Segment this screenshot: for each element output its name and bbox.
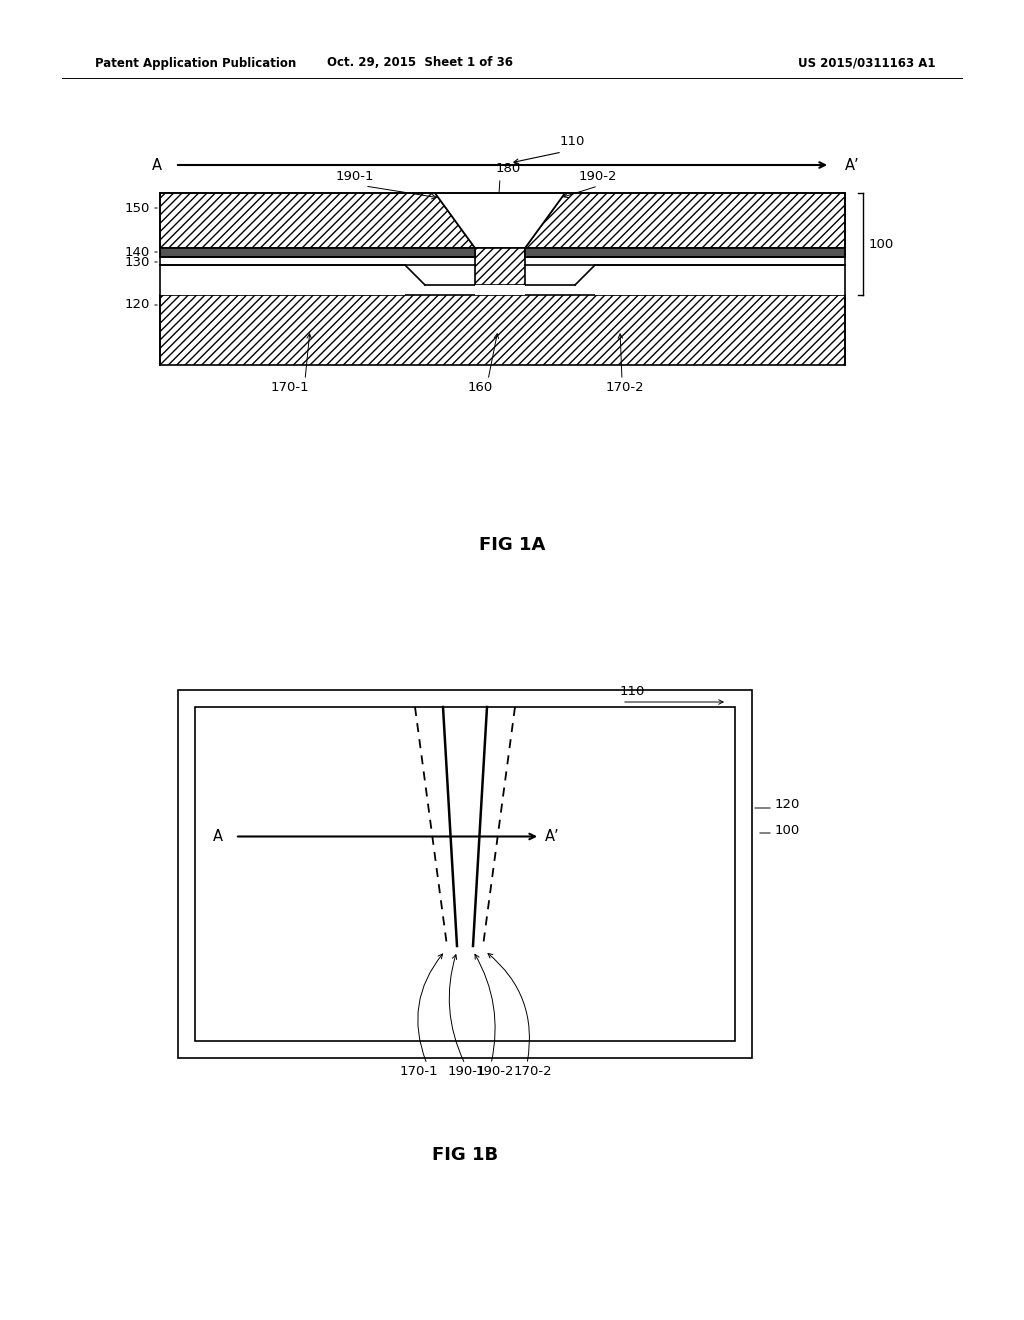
Polygon shape bbox=[525, 248, 845, 257]
Bar bbox=[160, 193, 845, 248]
Bar bbox=[178, 690, 752, 1059]
Bar bbox=[160, 265, 406, 294]
Text: A’: A’ bbox=[545, 829, 560, 843]
Text: 190-2: 190-2 bbox=[579, 170, 617, 183]
Text: 100: 100 bbox=[775, 824, 800, 837]
Bar bbox=[475, 285, 525, 294]
Text: 130: 130 bbox=[125, 256, 150, 268]
Polygon shape bbox=[525, 193, 845, 248]
Text: 160: 160 bbox=[467, 381, 493, 393]
Bar bbox=[160, 294, 845, 366]
Text: FIG 1B: FIG 1B bbox=[432, 1146, 498, 1164]
Text: Oct. 29, 2015  Sheet 1 of 36: Oct. 29, 2015 Sheet 1 of 36 bbox=[327, 57, 513, 70]
Text: 140: 140 bbox=[125, 246, 150, 259]
Bar bbox=[195, 708, 735, 1041]
Text: 150: 150 bbox=[125, 202, 150, 214]
Bar bbox=[160, 294, 845, 366]
Text: 170-1: 170-1 bbox=[270, 381, 309, 393]
Text: A: A bbox=[152, 157, 162, 173]
Text: 110: 110 bbox=[560, 135, 586, 148]
Text: FIG 1A: FIG 1A bbox=[479, 536, 545, 554]
Polygon shape bbox=[160, 193, 475, 248]
Text: 190-1: 190-1 bbox=[336, 170, 374, 183]
Text: 190-2: 190-2 bbox=[476, 1065, 514, 1078]
Polygon shape bbox=[435, 193, 565, 248]
Text: 120: 120 bbox=[125, 298, 150, 312]
Polygon shape bbox=[160, 248, 475, 257]
Text: 190-1: 190-1 bbox=[447, 1065, 486, 1078]
Text: 170-2: 170-2 bbox=[514, 1065, 552, 1078]
Text: 180: 180 bbox=[496, 162, 521, 176]
Text: 100: 100 bbox=[869, 238, 894, 251]
Text: US 2015/0311163 A1: US 2015/0311163 A1 bbox=[798, 57, 935, 70]
Text: Patent Application Publication: Patent Application Publication bbox=[95, 57, 296, 70]
Text: 120: 120 bbox=[775, 799, 801, 812]
Bar bbox=[475, 265, 525, 294]
Polygon shape bbox=[475, 248, 525, 285]
Text: 110: 110 bbox=[620, 685, 645, 698]
Bar bbox=[595, 265, 845, 294]
Text: A: A bbox=[213, 829, 223, 843]
Text: A’: A’ bbox=[845, 157, 859, 173]
Text: 170-2: 170-2 bbox=[605, 381, 644, 393]
Text: 170-1: 170-1 bbox=[399, 1065, 438, 1078]
